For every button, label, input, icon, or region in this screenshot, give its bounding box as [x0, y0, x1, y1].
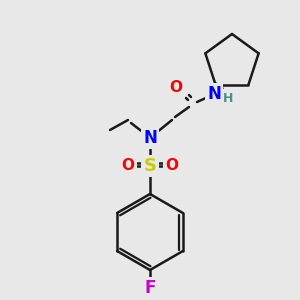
Text: N: N: [207, 85, 221, 103]
Text: O: O: [122, 158, 134, 172]
Text: S: S: [143, 157, 157, 175]
Text: N: N: [143, 129, 157, 147]
Text: O: O: [166, 158, 178, 172]
Text: H: H: [223, 92, 233, 104]
Text: O: O: [169, 80, 182, 95]
Text: F: F: [144, 279, 156, 297]
